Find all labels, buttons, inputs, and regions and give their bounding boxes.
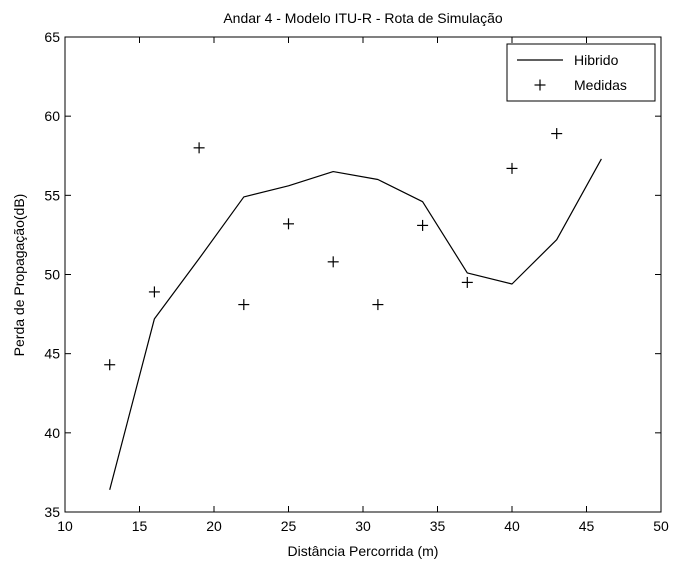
data-point-medidas bbox=[327, 256, 339, 268]
y-tick-label: 40 bbox=[44, 425, 60, 441]
x-tick-label: 35 bbox=[430, 518, 446, 534]
data-point-medidas bbox=[193, 142, 205, 154]
y-tick-label: 60 bbox=[44, 108, 60, 124]
legend-box bbox=[506, 43, 656, 102]
data-point-medidas bbox=[506, 162, 518, 174]
data-point-medidas bbox=[372, 299, 384, 311]
y-tick-label: 65 bbox=[44, 29, 60, 45]
data-point-medidas bbox=[104, 359, 116, 371]
data-point-medidas bbox=[461, 276, 473, 288]
data-point-medidas bbox=[238, 299, 250, 311]
y-tick-label: 35 bbox=[44, 504, 60, 520]
x-tick-label: 20 bbox=[206, 518, 222, 534]
series-line-hibrido bbox=[109, 158, 602, 490]
data-point-medidas bbox=[148, 286, 160, 298]
data-point-medidas bbox=[283, 218, 294, 230]
y-tick-label: 55 bbox=[44, 187, 60, 203]
legend-label: Medidas bbox=[574, 77, 627, 93]
x-tick-label: 50 bbox=[653, 518, 669, 534]
x-tick-label: 25 bbox=[281, 518, 297, 534]
x-tick-label: 15 bbox=[132, 518, 148, 534]
x-axis-label: Distância Percorrida (m) bbox=[288, 543, 439, 559]
y-tick-label: 45 bbox=[44, 346, 60, 362]
x-tick-label: 40 bbox=[504, 518, 520, 534]
x-tick-label: 45 bbox=[579, 518, 595, 534]
plot-area-frame bbox=[64, 36, 662, 513]
y-tick-label: 50 bbox=[44, 267, 60, 283]
y-axis-label: Perda de Propagação(dB) bbox=[11, 194, 27, 357]
legend-label: Hibrido bbox=[574, 52, 619, 68]
data-point-medidas bbox=[551, 128, 563, 140]
data-point-medidas bbox=[417, 219, 429, 231]
chart-title: Andar 4 - Modelo ITU-R - Rota de Simulaç… bbox=[223, 10, 503, 26]
x-tick-label: 10 bbox=[57, 518, 73, 534]
x-tick-label: 30 bbox=[355, 518, 371, 534]
